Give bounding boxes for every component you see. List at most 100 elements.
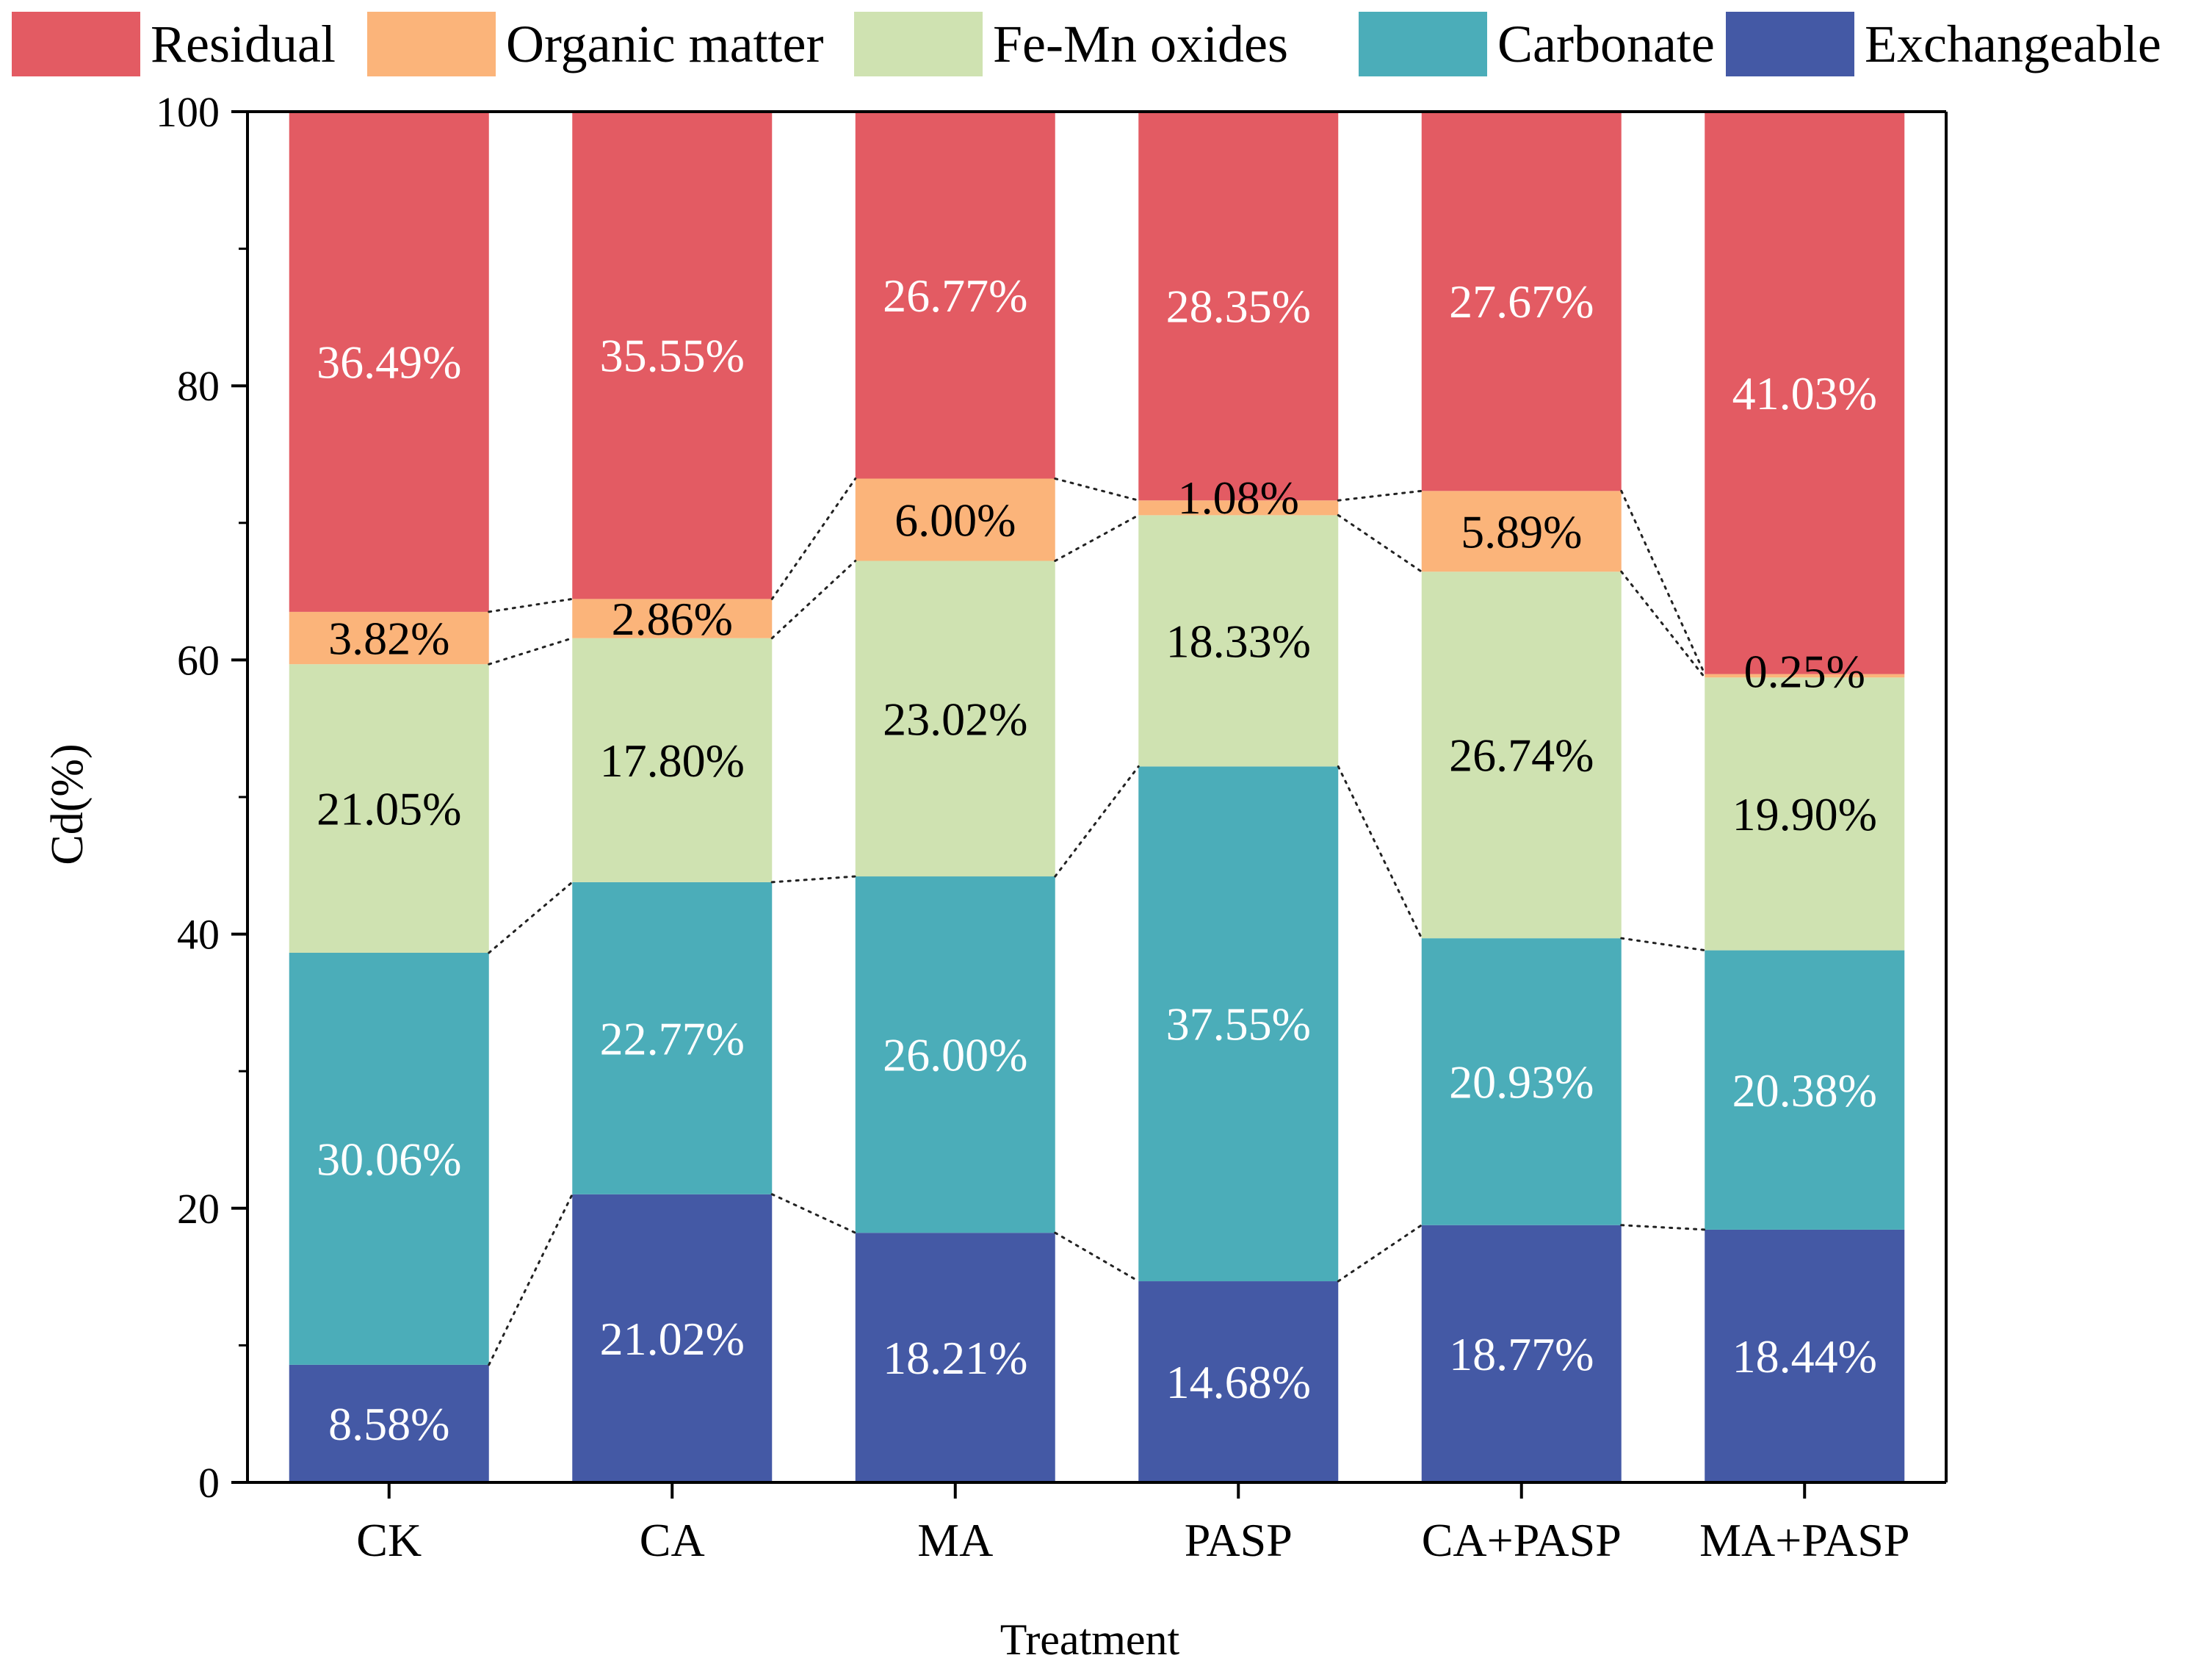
data-label-exchangeable-ca: 21.02%: [600, 1313, 745, 1365]
legend-label-fe-mn-oxides: Fe-Mn oxides: [993, 15, 1288, 73]
connector-line-organic-matter-3: [1054, 477, 1140, 502]
connector-line-carbonate-1: [488, 881, 574, 954]
connector-lines: [488, 477, 1706, 1366]
connector-line-exchangeable-3: [1054, 1231, 1140, 1283]
legend-swatch-exchangeable: [1726, 12, 1854, 76]
x-tick-label-ma: MA: [917, 1514, 993, 1566]
bar-residual-ca-pasp: [1421, 112, 1622, 491]
data-label-organic-matter-ca: 2.86%: [612, 593, 733, 645]
data-label-organic-matter-ma-pasp: 0.25%: [1744, 646, 1865, 698]
data-label-organic-matter-ma: 6.00%: [894, 494, 1016, 547]
bar-carbonate-ca-pasp: [1421, 938, 1622, 1225]
data-label-residual-ck: 36.49%: [317, 336, 461, 388]
legend-item-residual: Residual: [12, 12, 336, 76]
data-label-exchangeable-pasp: 14.68%: [1166, 1356, 1311, 1408]
data-label-carbonate-ck: 30.06%: [317, 1133, 461, 1185]
bar-residual-ca: [572, 112, 773, 599]
bar-fe-mn-oxides-ma: [855, 560, 1055, 877]
data-label-exchangeable-ck: 8.58%: [328, 1398, 449, 1450]
bars-layer: [289, 112, 1905, 1482]
legend-label-carbonate: Carbonate: [1497, 15, 1715, 73]
connector-line-exchangeable-2: [770, 1193, 857, 1234]
data-label-fe-mn-oxides-ma-pasp: 19.90%: [1732, 788, 1877, 840]
connector-line-fe-mn-oxides-1: [488, 637, 574, 666]
data-label-exchangeable-ma: 18.21%: [883, 1332, 1027, 1384]
x-tick-label-ck: CK: [356, 1514, 422, 1566]
data-label-fe-mn-oxides-ck: 21.05%: [317, 783, 461, 835]
x-tick-label-ca: CA: [640, 1514, 705, 1566]
y-tick-label-100: 100: [156, 88, 220, 136]
x-tick-label-pasp: PASP: [1185, 1514, 1293, 1566]
y-tick-label-40: 40: [177, 911, 220, 959]
bar-carbonate-ma-pasp: [1705, 950, 1905, 1230]
x-axis-title: Treatment: [1000, 1615, 1180, 1664]
data-label-carbonate-ca: 22.77%: [600, 1012, 745, 1064]
data-label-fe-mn-oxides-ca-pasp: 26.74%: [1449, 729, 1594, 782]
data-label-residual-ma: 26.77%: [883, 270, 1027, 322]
y-tick-label-60: 60: [177, 636, 220, 684]
legend-label-residual: Residual: [151, 15, 336, 73]
bar-exchangeable-ck: [289, 1364, 489, 1482]
data-label-fe-mn-oxides-ma: 23.02%: [883, 693, 1027, 745]
legend-item-carbonate: Carbonate: [1359, 12, 1715, 76]
data-label-organic-matter-ca-pasp: 5.89%: [1461, 505, 1582, 558]
bar-exchangeable-ma: [855, 1233, 1055, 1482]
bar-organic-matter-ck: [289, 611, 489, 665]
data-label-residual-ca: 35.55%: [600, 330, 745, 382]
y-tick-label-0: 0: [198, 1459, 220, 1507]
data-label-residual-pasp: 28.35%: [1166, 281, 1311, 333]
x-tick-label-ma-pasp: MA+PASP: [1699, 1514, 1909, 1566]
bar-organic-matter-pasp: [1138, 500, 1339, 516]
connector-line-fe-mn-oxides-2: [770, 559, 857, 640]
connector-line-exchangeable-1: [488, 1193, 574, 1366]
legend-item-fe-mn-oxides: Fe-Mn oxides: [854, 12, 1288, 76]
data-label-carbonate-ca-pasp: 20.93%: [1449, 1056, 1594, 1108]
connector-line-organic-matter-4: [1337, 489, 1423, 502]
data-label-residual-ca-pasp: 27.67%: [1449, 275, 1594, 328]
connector-line-carbonate-4: [1337, 765, 1423, 940]
bar-residual-ma: [855, 112, 1055, 479]
data-label-residual-ma-pasp: 41.03%: [1732, 367, 1877, 419]
connector-line-organic-matter-1: [488, 597, 574, 613]
data-label-fe-mn-oxides-pasp: 18.33%: [1166, 615, 1311, 667]
data-label-carbonate-ma: 26.00%: [883, 1029, 1027, 1081]
data-label-fe-mn-oxides-ca: 17.80%: [600, 735, 745, 787]
connector-line-exchangeable-4: [1337, 1224, 1423, 1283]
legend-swatch-residual: [12, 12, 140, 76]
data-label-exchangeable-ma-pasp: 18.44%: [1732, 1330, 1877, 1383]
bar-fe-mn-oxides-ca-pasp: [1421, 572, 1622, 939]
connector-line-exchangeable-5: [1620, 1224, 1706, 1231]
legend-label-organic-matter: Organic matter: [506, 15, 824, 73]
bar-exchangeable-ma-pasp: [1705, 1229, 1905, 1482]
connector-line-organic-matter-2: [770, 477, 857, 600]
bar-fe-mn-oxides-pasp: [1138, 515, 1339, 767]
y-tick-label-80: 80: [177, 362, 220, 410]
bar-residual-pasp: [1138, 112, 1339, 501]
y-tick-label-20: 20: [177, 1185, 220, 1233]
bar-carbonate-ck: [289, 952, 489, 1365]
bar-carbonate-ca: [572, 882, 773, 1194]
bar-organic-matter-ma-pasp: [1705, 674, 1905, 678]
data-label-organic-matter-ck: 3.82%: [328, 613, 449, 665]
bar-exchangeable-pasp: [1138, 1281, 1339, 1482]
data-label-carbonate-ma-pasp: 20.38%: [1732, 1064, 1877, 1117]
data-label-carbonate-pasp: 37.55%: [1166, 998, 1311, 1050]
legend-item-exchangeable: Exchangeable: [1726, 12, 2161, 76]
legend: Residual Organic matter Fe-Mn oxides Carbon…: [12, 12, 2161, 76]
legend-swatch-carbonate: [1359, 12, 1487, 76]
bar-organic-matter-ca-pasp: [1421, 491, 1622, 572]
bar-exchangeable-ca-pasp: [1421, 1225, 1622, 1482]
data-label-exchangeable-ca-pasp: 18.77%: [1449, 1328, 1594, 1380]
bar-fe-mn-oxides-ck: [289, 664, 489, 953]
legend-item-organic-matter: Organic matter: [367, 12, 824, 76]
bar-carbonate-ma: [855, 876, 1055, 1233]
data-label-organic-matter-pasp: 1.08%: [1178, 472, 1299, 524]
plot-area: 8.58% 21.02% 18.21% 14.68% 18.77% 18.44% 30.06…: [289, 112, 1905, 1482]
legend-swatch-organic-matter: [367, 12, 496, 76]
connector-line-carbonate-3: [1054, 765, 1140, 878]
axes: 0 20 40 60 80 100 CK CA MA PASP CA+PASP MA+PASP: [156, 88, 1948, 1566]
bar-organic-matter-ma: [855, 478, 1055, 561]
bar-exchangeable-ca: [572, 1194, 773, 1482]
connector-line-organic-matter-5: [1620, 489, 1706, 676]
